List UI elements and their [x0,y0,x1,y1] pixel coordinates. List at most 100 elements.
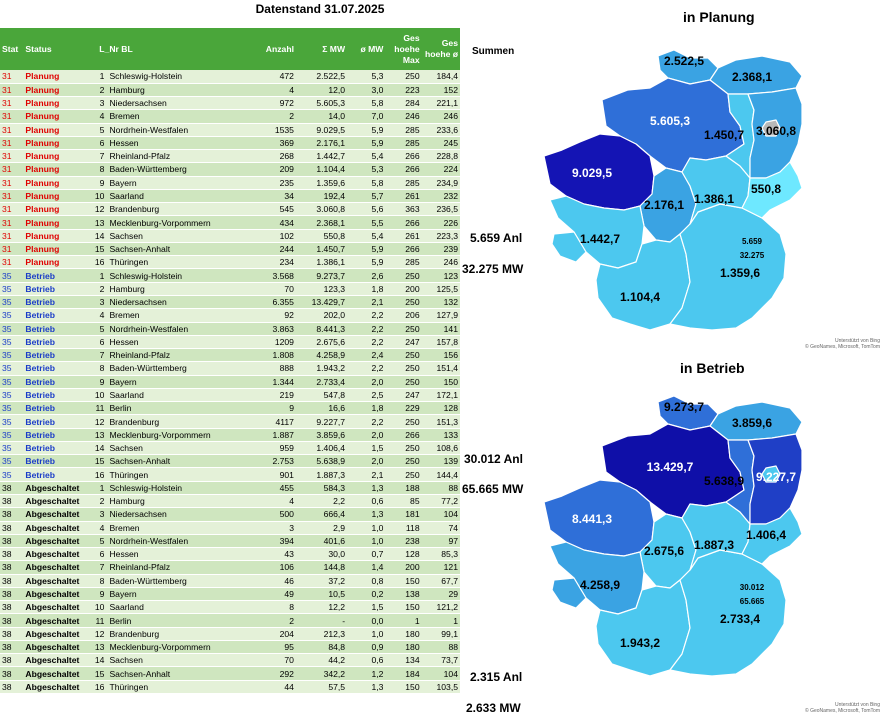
table-row[interactable]: 31 Planung 8 Baden-Württemberg 209 1.104,4 5,3… [0,162,460,177]
cell-bundesland: Saarland [106,600,250,615]
table-row[interactable]: 38 Abgeschaltet 7 Rheinland-Pfalz 106 144,8 1,… [0,560,460,575]
cell-bundesland: Hamburg [106,282,250,297]
table-row[interactable]: 35 Betrieb 13 Mecklenburg-Vorpommern 1.887 3.… [0,428,460,442]
table-row[interactable]: 35 Betrieb 8 Baden-Württemberg 888 1.943,2 2,2… [0,361,460,376]
col-header-stat[interactable]: Stat [0,28,24,70]
table-row[interactable]: 35 Betrieb 15 Sachsen-Anhalt 2.753 5.638,9 2,0… [0,454,460,469]
table-row[interactable]: 35 Betrieb 14 Sachsen 959 1.406,4 1,5 250 108,6 [0,441,460,456]
state-sachsen[interactable] [741,161,803,219]
state-saarland[interactable] [551,231,587,263]
col-header-sum-mw[interactable]: Σ MW [295,28,348,70]
cell-bundesland: Schleswig-Holstein [106,268,250,283]
state-saarland[interactable] [551,577,587,609]
cell-sum-mw: 192,4 [295,189,348,204]
col-header-avg-mw[interactable]: ø MW [347,28,386,70]
cell-stat: 38 [0,613,24,628]
cell-sum-mw: 57,5 [295,680,348,694]
cell-status: Planung [23,123,88,137]
table-row[interactable]: 31 Planung 6 Hessen 369 2.176,1 5,9 285 245 [0,136,460,151]
table-row[interactable]: 31 Planung 5 Nordrhein-Westfalen 1535 9.029,5… [0,123,460,137]
state-sachsen[interactable] [741,507,803,565]
table-row[interactable]: 38 Abgeschaltet 9 Bayern 49 10,5 0,2 138 29 [0,587,460,602]
cell-hoehe-avg: 104 [421,507,460,522]
cell-hoehe-max: 284 [385,96,422,111]
table-row[interactable]: 38 Abgeschaltet 8 Baden-Württemberg 46 37,2 0,… [0,574,460,588]
table-row[interactable]: 35 Betrieb 16 Thüringen 901 1.887,3 2,1 250 144,… [0,467,460,482]
table-row[interactable]: 38 Abgeschaltet 16 Thüringen 44 57,5 1,3 150 103… [0,680,460,694]
cell-bundesland: Thüringen [106,467,250,482]
cell-avg-mw: 1,0 [347,534,386,549]
table-row[interactable]: 35 Betrieb 4 Bremen 92 202,0 2,2 206 127,9 [0,308,460,323]
table-row[interactable]: 35 Betrieb 5 Nordrhein-Westfalen 3.863 8.441,… [0,322,460,336]
table-row[interactable]: 38 Abgeschaltet 5 Nordrhein-Westfalen 394 401… [0,534,460,549]
cell-hoehe-avg: 133 [421,428,460,442]
cell-stat: 31 [0,70,24,84]
table-row[interactable]: 38 Abgeschaltet 15 Sachsen-Anhalt 292 342,2 1,… [0,666,460,681]
cell-hoehe-avg: 156 [421,348,460,363]
col-header-nr-bl[interactable]: L_Nr BL [87,28,250,70]
table-row[interactable]: 31 Planung 16 Thüringen 234 1.386,1 5,9 285 246 [0,255,460,270]
table-row[interactable]: 38 Abgeschaltet 12 Brandenburg 204 212,3 1,0 18… [0,627,460,641]
table-row[interactable]: 35 Betrieb 12 Brandenburg 4117 9.227,7 2,2 250 1… [0,414,460,429]
table-row[interactable]: 38 Abgeschaltet 3 Niedersachsen 500 666,4 1,3 1… [0,507,460,522]
table-row[interactable]: 31 Planung 12 Brandenburg 545 3.060,8 5,6 363 23… [0,202,460,217]
table-row[interactable]: 31 Planung 10 Saarland 34 192,4 5,7 261 232 [0,189,460,204]
cell-sum-mw: 1.406,4 [295,441,348,456]
cell-anzahl: 434 [249,215,296,230]
col-header-hoehe-avg[interactable]: Ges hoehe ø [421,28,460,70]
table-row[interactable]: 38 Abgeschaltet 13 Mecklenburg-Vorpommern 95… [0,640,460,655]
cell-land-nr: 10 [87,189,107,204]
table-row[interactable]: 38 Abgeschaltet 6 Hessen 43 30,0 0,7 128 85,3 [0,547,460,562]
cell-anzahl: 244 [249,242,296,257]
map-label-total-mw: 65.665 [740,597,765,606]
table-row[interactable]: 31 Planung 9 Bayern 235 1.359,6 5,8 285 234,9 [0,176,460,190]
table-row[interactable]: 35 Betrieb 11 Berlin 9 16,6 1,8 229 128 [0,401,460,416]
table-row[interactable]: 38 Abgeschaltet 4 Bremen 3 2,9 1,0 118 74 [0,521,460,535]
col-header-status[interactable]: Status [23,28,88,70]
map-label-bayern: 1.359,6 [720,266,760,280]
cell-stat: 31 [0,176,24,190]
table-row[interactable]: 35 Betrieb 3 Niedersachsen 6.355 13.429,7 2,1 2… [0,295,460,310]
table-row[interactable]: 35 Betrieb 10 Saarland 219 547,8 2,5 247 172,1 [0,388,460,403]
cell-status: Planung [23,70,88,84]
cell-land-nr: 14 [87,653,107,668]
table-row[interactable]: 38 Abgeschaltet 14 Sachsen 70 44,2 0,6 134 73,7 [0,653,460,668]
cell-hoehe-max: 250 [385,295,422,310]
table-row[interactable]: 38 Abgeschaltet 11 Berlin 2-0,0 1 1 [0,613,460,628]
table-row[interactable]: 31 Planung 15 Sachsen-Anhalt 244 1.450,7 5,9 26… [0,242,460,257]
cell-status: Planung [23,83,88,98]
cell-bundesland: Baden-Württemberg [106,574,250,588]
table-row[interactable]: 35 Betrieb 6 Hessen 1209 2.675,6 2,2 247 157,8 [0,335,460,350]
state-berlin[interactable] [761,119,781,137]
table-row[interactable]: 38 Abgeschaltet 10 Saarland 8 12,2 1,5 150 121,2 [0,600,460,615]
table-row[interactable]: 35 Betrieb 7 Rheinland-Pfalz 1.808 4.258,9 2,4… [0,348,460,363]
table-row[interactable]: 35 Betrieb 1 Schleswig-Holstein 3.568 9.273,7… [0,268,460,283]
cell-bundesland: Niedersachsen [106,295,250,310]
cell-status: Abgeschaltet [23,627,88,641]
col-header-hoehe-max[interactable]: Ges hoehe Max [385,28,422,70]
table-row[interactable]: 35 Betrieb 2 Hamburg 70 123,3 1,8 200 125,5 [0,282,460,297]
table-row[interactable]: 31 Planung 2 Hamburg 4 12,0 3,0 223 152 [0,83,460,98]
cell-bundesland: Rheinland-Pfalz [106,149,250,164]
cell-status: Betrieb [23,375,88,389]
table-row[interactable]: 35 Betrieb 9 Bayern 1.344 2.733,4 2,0 250 150 [0,375,460,389]
table-row[interactable]: 31 Planung 1 Schleswig-Holstein 472 2.522,5 5,… [0,70,460,84]
table-row[interactable]: 31 Planung 14 Sachsen 102 550,8 5,4 261 223,3 [0,229,460,243]
cell-land-nr: 8 [87,361,107,376]
table-row[interactable]: 31 Planung 4 Bremen 2 14,0 7,0 246 246 [0,109,460,124]
table-row[interactable]: 38 Abgeschaltet 1 Schleswig-Holstein 455 584,… [0,481,460,496]
table-row[interactable]: 31 Planung 3 Niedersachsen 972 5.605,3 5,8 284 2… [0,96,460,111]
table-row[interactable]: 31 Planung 13 Mecklenburg-Vorpommern 434 2.36… [0,215,460,230]
cell-bundesland: Bayern [106,587,250,602]
state-berlin[interactable] [761,465,781,483]
cell-status: Betrieb [23,428,88,442]
cell-bundesland: Baden-Württemberg [106,361,250,376]
cell-bundesland: Sachsen [106,653,250,668]
map-label-baden-wuerttemberg: 1.943,2 [620,636,660,650]
table-row[interactable]: 31 Planung 7 Rheinland-Pfalz 268 1.442,7 5,4 26… [0,149,460,164]
table-row[interactable]: 38 Abgeschaltet 2 Hamburg 4 2,2 0,6 85 77,2 [0,494,460,509]
cell-hoehe-avg: 127,9 [421,308,460,323]
col-header-anzahl[interactable]: Anzahl [249,28,296,70]
cell-bundesland: Bremen [106,109,250,124]
cell-hoehe-avg: 85,3 [421,547,460,562]
